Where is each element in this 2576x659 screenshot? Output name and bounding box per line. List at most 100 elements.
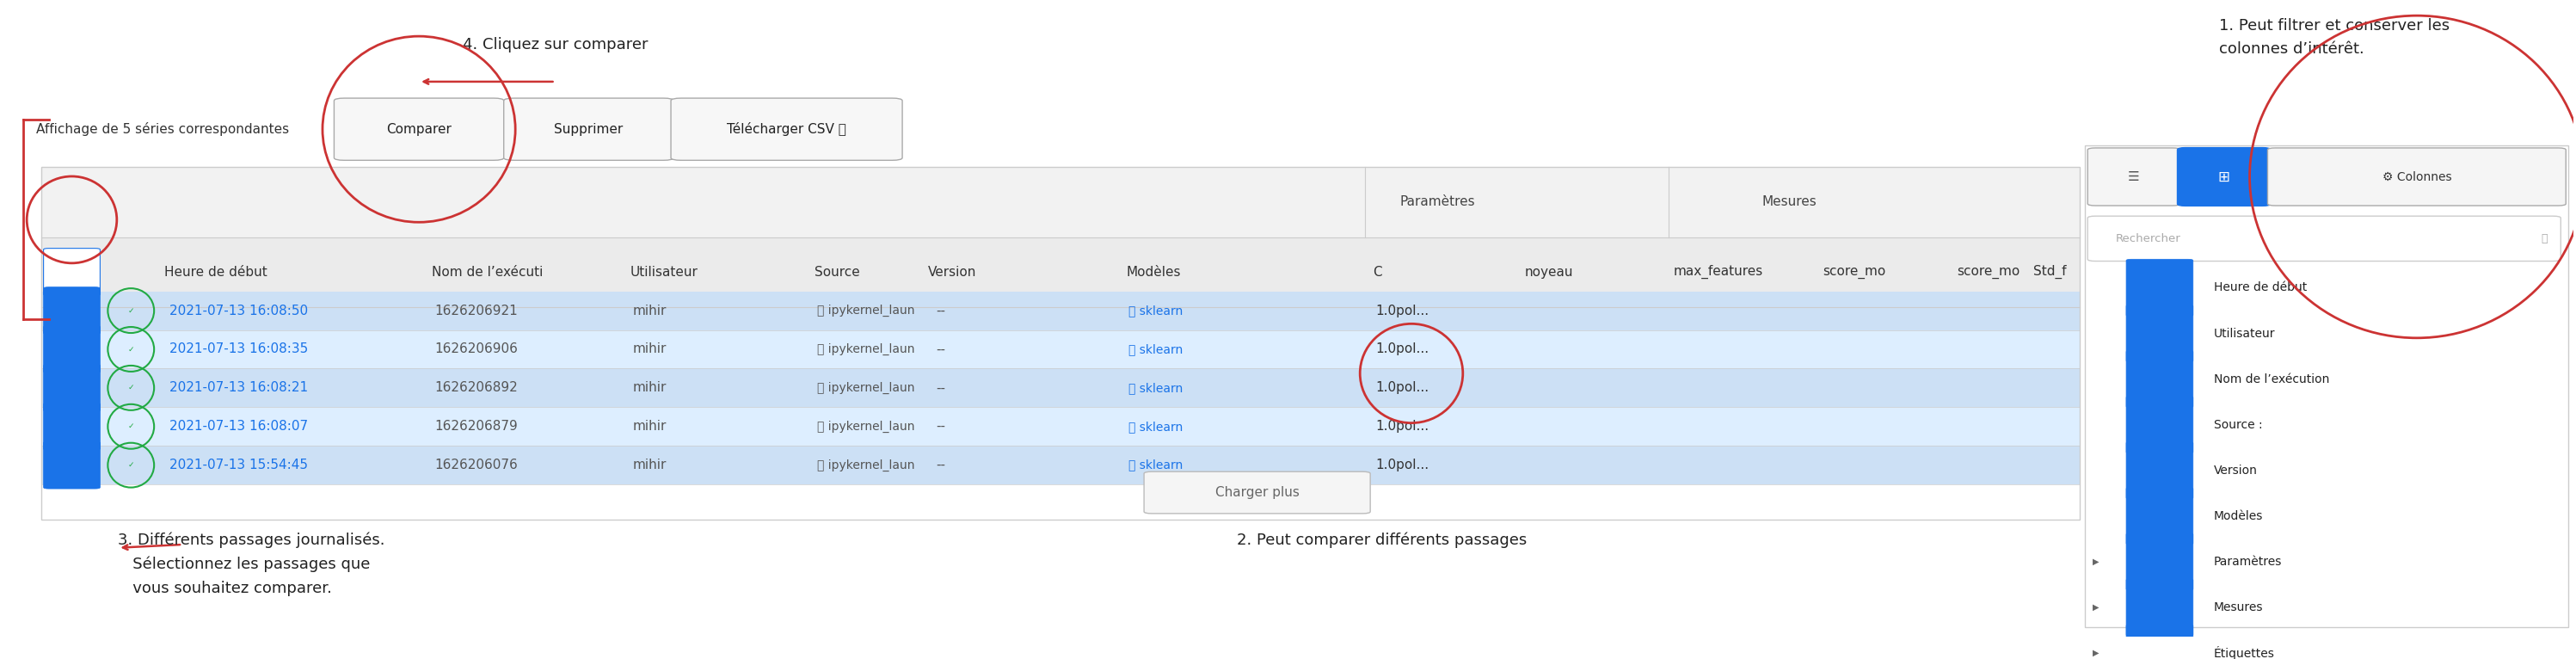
Text: ✓: ✓ [2156, 466, 2164, 474]
Text: Mesures: Mesures [1762, 196, 1816, 209]
Text: ✓: ✓ [2156, 558, 2164, 566]
FancyBboxPatch shape [670, 98, 902, 160]
Text: Nom de l’exécuti: Nom de l’exécuti [433, 266, 544, 278]
Text: 1.0pol...: 1.0pol... [1376, 343, 1430, 356]
Text: ✓: ✓ [129, 384, 134, 391]
Text: ✓: ✓ [129, 422, 134, 430]
Text: ☰: ☰ [2128, 170, 2141, 183]
Text: Télécharger CSV ⤓: Télécharger CSV ⤓ [726, 123, 848, 136]
FancyBboxPatch shape [2087, 148, 2179, 206]
Text: ⎕ ipykernel_laun: ⎕ ipykernel_laun [817, 343, 914, 355]
Text: Supprimer: Supprimer [554, 123, 623, 136]
Text: ✓: ✓ [2156, 329, 2164, 337]
FancyBboxPatch shape [44, 442, 100, 489]
Text: 4. Cliquez sur comparer: 4. Cliquez sur comparer [464, 38, 649, 53]
Bar [41, 446, 2079, 484]
FancyBboxPatch shape [2125, 488, 2192, 544]
Text: 1626206879: 1626206879 [435, 420, 518, 433]
FancyBboxPatch shape [2087, 216, 2561, 261]
Text: Rechercher: Rechercher [2115, 233, 2182, 244]
Bar [41, 368, 2079, 407]
Text: 1.0pol...: 1.0pol... [1376, 382, 1430, 394]
Text: mihir: mihir [631, 343, 667, 356]
Bar [41, 167, 2079, 237]
Text: ⎕ sklearn: ⎕ sklearn [1128, 343, 1182, 355]
Bar [41, 330, 2079, 368]
Text: Charger plus: Charger plus [1216, 486, 1298, 499]
FancyBboxPatch shape [44, 287, 100, 334]
Text: 2021-07-13 16:08:07: 2021-07-13 16:08:07 [170, 420, 309, 433]
Text: Comparer: Comparer [386, 123, 451, 136]
Text: 2021-07-13 16:08:21: 2021-07-13 16:08:21 [170, 382, 309, 394]
Text: ✓: ✓ [67, 461, 75, 469]
Text: Utilisateur: Utilisateur [629, 266, 698, 278]
Text: ⎕ ipykernel_laun: ⎕ ipykernel_laun [817, 459, 914, 471]
Text: ✓: ✓ [70, 268, 75, 276]
Text: Paramètres: Paramètres [1399, 196, 1476, 209]
Text: 3. Différents passages journalisés.
   Sélectionnez les passages que
   vous sou: 3. Différents passages journalisés. Séle… [118, 532, 386, 596]
Text: --: -- [935, 459, 945, 472]
Text: ⎕ ipykernel_laun: ⎕ ipykernel_laun [817, 304, 914, 317]
Text: ✓: ✓ [67, 422, 75, 431]
FancyBboxPatch shape [44, 326, 100, 373]
Text: 2. Peut comparer différents passages: 2. Peut comparer différents passages [1236, 532, 1528, 548]
Text: Version: Version [927, 266, 976, 278]
Text: score_mo: score_mo [1824, 266, 1886, 278]
FancyBboxPatch shape [335, 98, 505, 160]
FancyBboxPatch shape [44, 403, 100, 450]
Text: ⎕ sklearn: ⎕ sklearn [1128, 420, 1182, 432]
FancyBboxPatch shape [44, 364, 100, 411]
Text: ▶: ▶ [2092, 648, 2099, 657]
Bar [41, 167, 2079, 519]
Text: 2021-07-13 15:54:45: 2021-07-13 15:54:45 [170, 459, 309, 472]
Text: ⎕ sklearn: ⎕ sklearn [1128, 382, 1182, 394]
Text: --: -- [935, 420, 945, 433]
Text: max_features: max_features [1674, 265, 1765, 279]
Text: ▶: ▶ [2092, 558, 2099, 566]
Text: ⎕ sklearn: ⎕ sklearn [1128, 459, 1182, 471]
FancyBboxPatch shape [2125, 305, 2192, 362]
Text: ▶: ▶ [2092, 603, 2099, 612]
FancyBboxPatch shape [2125, 625, 2192, 659]
Text: ⚙ Colonnes: ⚙ Colonnes [2383, 171, 2452, 183]
Text: ✓: ✓ [129, 461, 134, 469]
FancyBboxPatch shape [2125, 351, 2192, 408]
Text: ⊞: ⊞ [2218, 169, 2231, 185]
Text: 1.0pol...: 1.0pol... [1376, 304, 1430, 317]
Text: ⎕ ipykernel_laun: ⎕ ipykernel_laun [817, 420, 914, 432]
Text: mihir: mihir [631, 420, 667, 433]
Text: mihir: mihir [631, 304, 667, 317]
Text: Source: Source [814, 266, 860, 278]
Text: 1626206076: 1626206076 [435, 459, 518, 472]
Text: 1626206906: 1626206906 [435, 343, 518, 356]
Text: 1.0pol...: 1.0pol... [1376, 420, 1430, 433]
Text: ✓: ✓ [2156, 512, 2164, 521]
Text: Heure de début: Heure de début [2213, 282, 2306, 294]
Text: ✓: ✓ [2156, 283, 2164, 292]
Text: Std_f: Std_f [2032, 265, 2066, 279]
Text: Modèles: Modèles [2213, 510, 2262, 522]
Text: ✓: ✓ [2156, 375, 2164, 384]
FancyBboxPatch shape [2125, 533, 2192, 590]
Text: 1.0pol...: 1.0pol... [1376, 459, 1430, 472]
Text: --: -- [935, 343, 945, 356]
Text: 🔍: 🔍 [2543, 233, 2548, 244]
Text: ✓: ✓ [67, 384, 75, 392]
Text: noyeau: noyeau [1525, 266, 1574, 278]
Text: Paramètres: Paramètres [2213, 556, 2282, 567]
FancyBboxPatch shape [2125, 396, 2192, 453]
Text: 2021-07-13 16:08:50: 2021-07-13 16:08:50 [170, 304, 309, 317]
Text: --: -- [935, 382, 945, 394]
FancyBboxPatch shape [1144, 472, 1370, 513]
Text: 1626206921: 1626206921 [435, 304, 518, 317]
FancyBboxPatch shape [505, 98, 672, 160]
Bar [2084, 145, 2568, 627]
Text: score_mo: score_mo [1958, 266, 2020, 278]
Text: 1. Peut filtrer et conserver les
colonnes d’intérêt.: 1. Peut filtrer et conserver les colonne… [2218, 18, 2450, 57]
Text: ⎕ ipykernel_laun: ⎕ ipykernel_laun [817, 382, 914, 394]
FancyBboxPatch shape [2125, 259, 2192, 316]
FancyBboxPatch shape [2125, 579, 2192, 636]
Text: Modèles: Modèles [1126, 266, 1180, 278]
FancyBboxPatch shape [2125, 442, 2192, 499]
Text: Mesures: Mesures [2213, 602, 2264, 614]
